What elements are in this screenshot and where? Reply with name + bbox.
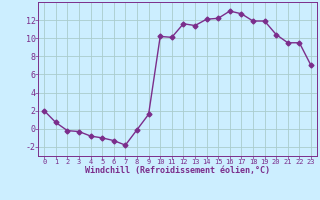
X-axis label: Windchill (Refroidissement éolien,°C): Windchill (Refroidissement éolien,°C) (85, 166, 270, 175)
